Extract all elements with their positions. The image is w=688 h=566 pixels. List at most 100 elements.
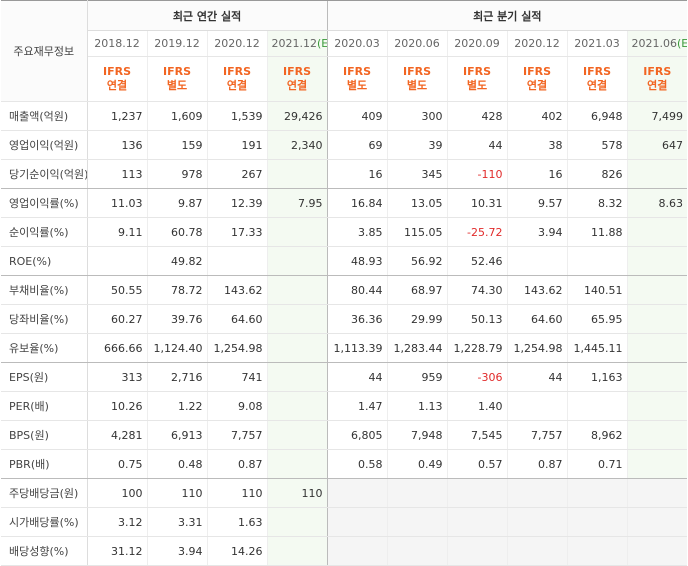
- cell: 666.66: [87, 333, 147, 363]
- row-label: PBR(배): [1, 449, 88, 479]
- cell: 8,962: [566, 420, 628, 450]
- group-header: 최근 연간 실적: [87, 0, 328, 31]
- ifrs: IFRS: [583, 65, 612, 78]
- cell: [506, 246, 568, 276]
- cell: [266, 275, 328, 305]
- cell: [326, 536, 388, 566]
- cell: [266, 159, 328, 189]
- row-label: 당좌비율(%): [1, 304, 88, 334]
- basis-type: 연결: [286, 79, 308, 92]
- row-label: ROE(%): [1, 246, 88, 276]
- cell: 1,237: [87, 101, 147, 131]
- accounting-basis: IFRS 연결: [566, 56, 628, 102]
- table-row: 당기순이익(억원) 113 978 267 16 345 -110 16 826: [1, 159, 688, 189]
- basis-type: 연결: [526, 79, 548, 92]
- cell: 60.27: [87, 304, 147, 334]
- ifrs: IFRS: [463, 65, 492, 78]
- cell: 3.85: [326, 217, 388, 247]
- cell: 136: [87, 130, 147, 160]
- cell: 50.13: [446, 304, 508, 334]
- cell: 428: [446, 101, 508, 131]
- cell: 100: [87, 478, 147, 508]
- row-label: 순이익률(%): [1, 217, 88, 247]
- period-header: 2020.12: [206, 30, 267, 57]
- basis-type: 별도: [166, 79, 188, 92]
- cell: 6,805: [326, 420, 388, 450]
- cell: 17.33: [206, 217, 267, 247]
- accounting-basis: IFRS 연결: [626, 56, 688, 102]
- cell: 49.82: [146, 246, 207, 276]
- cell: 2,340: [266, 130, 328, 160]
- cell: 14.26: [206, 536, 267, 566]
- cell: 44: [326, 362, 388, 392]
- table-row: 유보율(%) 666.66 1,124.40 1,254.98 1,113.39 1,28…: [1, 333, 688, 363]
- cell: 345: [386, 159, 448, 189]
- period-header: 2019.12: [146, 30, 207, 57]
- period-header: 2018.12: [87, 30, 147, 57]
- cell: [626, 159, 688, 189]
- cell: 1,254.98: [206, 333, 267, 363]
- cell: [506, 536, 568, 566]
- cell: 1,445.11: [566, 333, 628, 363]
- period: 2021.03: [574, 37, 620, 50]
- cell: 9.08: [206, 391, 267, 421]
- row-label: PER(배): [1, 391, 88, 421]
- cell: 1.47: [326, 391, 388, 421]
- row-label: 배당성향(%): [1, 536, 88, 566]
- cell: [386, 478, 448, 508]
- cell: 80.44: [326, 275, 388, 305]
- cell: 113: [87, 159, 147, 189]
- cell: 16: [326, 159, 388, 189]
- cell: 64.60: [506, 304, 568, 334]
- accounting-basis: IFRS 연결: [506, 56, 568, 102]
- cell: 0.48: [146, 449, 207, 479]
- cell: 16: [506, 159, 568, 189]
- cell: 8.63: [626, 188, 688, 218]
- cell: 7,499: [626, 101, 688, 131]
- cell: 7,948: [386, 420, 448, 450]
- table-row: PER(배) 10.26 1.22 9.08 1.47 1.13 1.40: [1, 391, 688, 421]
- cell: 578: [566, 130, 628, 160]
- cell: 38: [506, 130, 568, 160]
- cell: 74.30: [446, 275, 508, 305]
- table-row: ROE(%) 49.82 48.93 56.92 52.46: [1, 246, 688, 276]
- cell: [87, 246, 147, 276]
- cell: 1.22: [146, 391, 207, 421]
- basis-type: 연결: [226, 79, 248, 92]
- cell: [326, 507, 388, 537]
- cell: [566, 478, 628, 508]
- period-header: 2020.12: [506, 30, 568, 57]
- period-header: 2021.12(E): [266, 30, 328, 57]
- cell: 10.31: [446, 188, 508, 218]
- cell: 0.58: [326, 449, 388, 479]
- cell: [506, 507, 568, 537]
- cell: -306: [446, 362, 508, 392]
- cell: 6,913: [146, 420, 207, 450]
- ifrs: IFRS: [223, 65, 251, 78]
- cell: [626, 420, 688, 450]
- cell: 1,113.39: [326, 333, 388, 363]
- cell: 1,609: [146, 101, 207, 131]
- cell: [266, 391, 328, 421]
- period: 2021.06: [631, 37, 678, 50]
- cell: [626, 507, 688, 537]
- cell: 39.76: [146, 304, 207, 334]
- accounting-basis: IFRS 별도: [146, 56, 207, 102]
- cell: 1,283.44: [386, 333, 448, 363]
- row-label: 당기순이익(억원): [1, 159, 88, 189]
- cell: 978: [146, 159, 207, 189]
- cell: 140.51: [566, 275, 628, 305]
- row-label: EPS(원): [1, 362, 88, 392]
- corner-label: 주요재무정보: [1, 0, 88, 102]
- cell: [626, 246, 688, 276]
- cell: [626, 536, 688, 566]
- cell: [626, 333, 688, 363]
- cell: [266, 333, 328, 363]
- table-row: 영업이익률(%) 11.03 9.87 12.39 7.95 16.84 13.05 10.3…: [1, 188, 688, 218]
- ifrs: IFRS: [343, 65, 372, 78]
- cell: 741: [206, 362, 267, 392]
- cell: 44: [506, 362, 568, 392]
- ifrs: IFRS: [103, 65, 131, 78]
- cell: 4,281: [87, 420, 147, 450]
